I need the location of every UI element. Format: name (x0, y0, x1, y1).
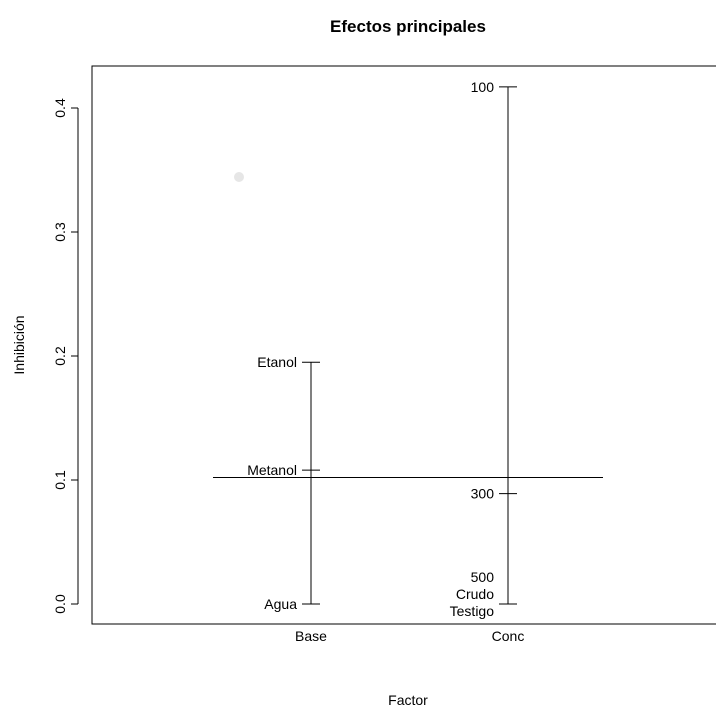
level-label: 300 (471, 486, 495, 502)
level-label: 100 (471, 79, 495, 95)
level-label: Agua (264, 596, 297, 612)
chart-title: Efectos principales (330, 17, 486, 36)
factor-group-base: Etanol Metanol Agua Base (247, 354, 327, 644)
factor-label: Conc (492, 628, 525, 644)
plot-frame (91, 65, 716, 625)
level-label: 500 (471, 569, 495, 585)
level-label: Testigo (450, 603, 495, 619)
y-axis-label: Inhibición (11, 315, 27, 374)
factor-label: Base (295, 628, 327, 644)
y-tick-label: 0.4 (52, 98, 68, 118)
factor-groups: Etanol Metanol Agua Base 100 300 500CrudoTesti… (247, 79, 524, 644)
artifact-dot (234, 172, 244, 182)
level-label: Etanol (257, 354, 297, 370)
x-axis-label: Factor (388, 692, 428, 706)
y-axis-ticks: 0.0 0.1 0.2 0.3 0.4 (52, 98, 78, 614)
level-label: Metanol (247, 462, 297, 478)
level-label: Crudo (456, 586, 494, 602)
y-tick-label: 0.2 (52, 346, 68, 366)
y-tick-label: 0.1 (52, 470, 68, 490)
y-tick-label: 0.3 (52, 222, 68, 242)
y-tick-label: 0.0 (52, 594, 68, 614)
